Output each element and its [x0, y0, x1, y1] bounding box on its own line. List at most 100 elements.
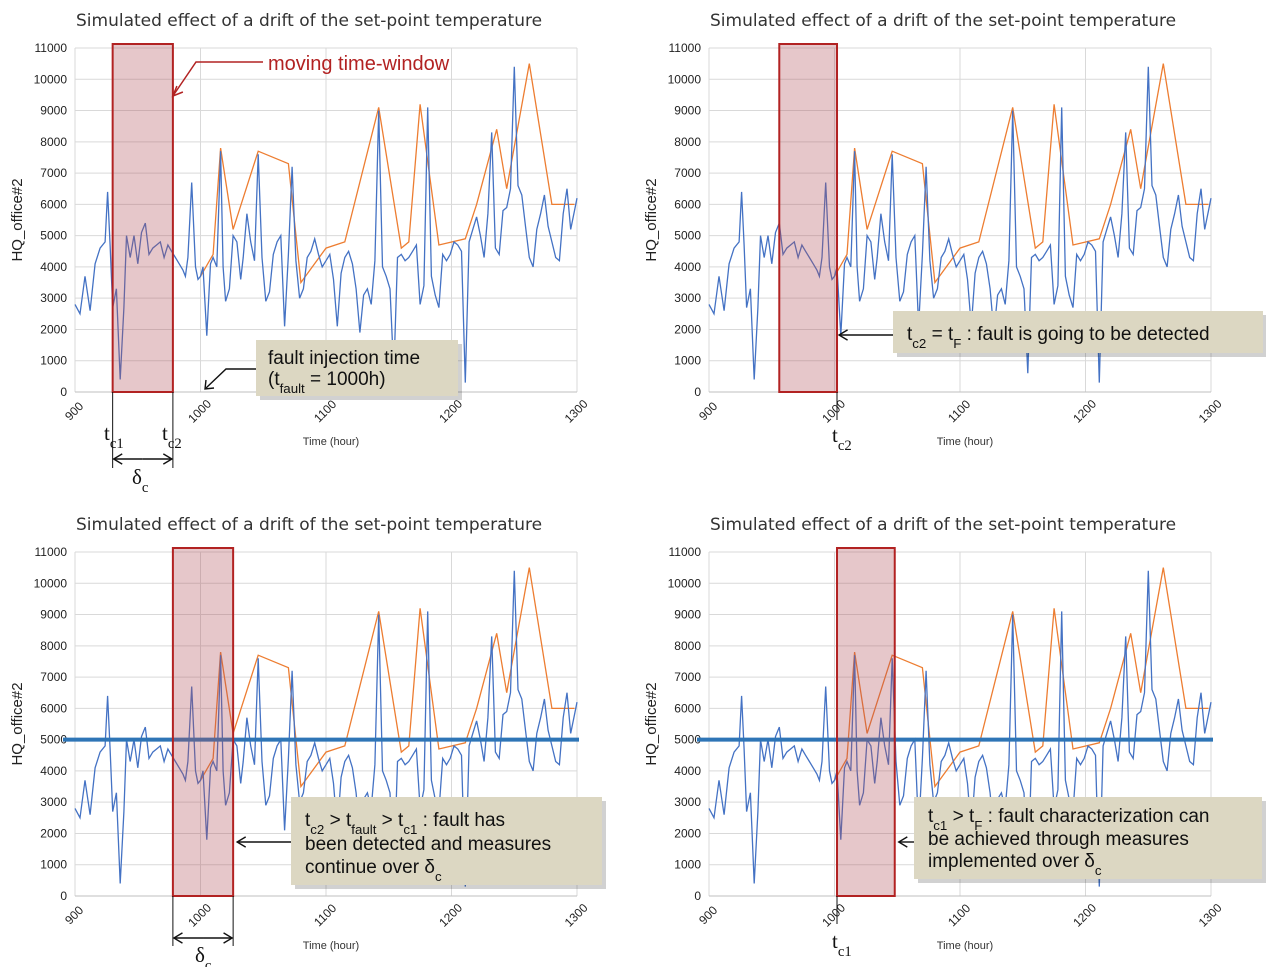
y-tick-label: 1000 [40, 354, 67, 368]
x-tick-label: 1000 [185, 901, 214, 930]
x-tick-label: 1000 [819, 397, 848, 426]
characterization-callout-line2: be achieved through measures [928, 829, 1189, 850]
series-line-faulty [199, 63, 575, 285]
y-tick-label: 10000 [34, 72, 68, 86]
y-tick-label: 4000 [40, 260, 67, 274]
x-tick-label: 1000 [819, 901, 848, 930]
measures-callout-line1: tc2 > tfault > tc1 : fault has [305, 810, 505, 837]
characterization-arrow-head [897, 836, 908, 848]
y-tick-label: 0 [60, 385, 67, 399]
y-tick-label: 5000 [40, 733, 67, 747]
detection-arrow-head [837, 329, 848, 341]
x-tick-label: 1100 [945, 397, 973, 425]
series-line-baseline [74, 66, 578, 383]
y-tick-label: 2000 [40, 322, 67, 336]
series-line-faulty [199, 567, 575, 789]
x-tick-label: 1000 [185, 397, 214, 426]
fault-injection-arrowhead [204, 379, 215, 390]
chart-title: Simulated effect of a drift of the set-p… [710, 515, 1176, 535]
x-tick-label: 900 [62, 903, 86, 927]
chart-title: Simulated effect of a drift of the set-p… [76, 515, 542, 535]
y-tick-label: 10000 [668, 72, 702, 86]
tc1-label: tc1 [832, 929, 852, 960]
y-tick-label: 6000 [40, 701, 67, 715]
measures-arrow-head [235, 836, 247, 848]
y-tick-label: 5000 [674, 229, 701, 243]
x-tick-label: 1100 [945, 901, 973, 929]
y-tick-label: 2000 [674, 826, 701, 840]
delta-arrow-left-head [172, 932, 183, 944]
x-axis-label: Time (hour) [303, 436, 359, 448]
y-axis-label: HQ_office#2 [9, 178, 26, 261]
y-axis-label: HQ_office#2 [643, 178, 660, 261]
y-tick-label: 11000 [35, 545, 68, 559]
characterization-callout-line1: tc1 > tF : fault characterization can [928, 806, 1209, 833]
y-tick-label: 0 [60, 889, 67, 903]
y-tick-label: 6000 [674, 701, 701, 715]
y-axis-label: HQ_office#2 [643, 682, 660, 765]
y-tick-label: 6000 [40, 197, 67, 211]
y-tick-label: 3000 [674, 291, 701, 305]
y-tick-label: 4000 [674, 260, 701, 274]
y-tick-label: 0 [694, 385, 701, 399]
moving-window [111, 43, 174, 393]
tc2-label: tc2 [162, 421, 182, 452]
delta-arrow-right-head [162, 453, 174, 465]
moving-window [778, 43, 839, 393]
x-tick-label: 1200 [436, 397, 465, 426]
y-tick-label: 11000 [35, 41, 68, 55]
y-tick-label: 10000 [668, 576, 702, 590]
chart-panel-2: Simulated effect of a drift of the set-p… [643, 11, 1266, 454]
moving-window-connector [172, 61, 263, 97]
y-tick-label: 9000 [40, 104, 67, 118]
y-tick-label: 1000 [674, 354, 701, 368]
y-tick-label: 8000 [40, 135, 67, 149]
fault-injection-callout [256, 340, 458, 396]
series-line-faulty [833, 63, 1209, 285]
fault-injection-line2: (tfault = 1000h) [268, 369, 386, 396]
y-tick-label: 11000 [669, 545, 702, 559]
y-tick-label: 2000 [674, 322, 701, 336]
tc1-label: tc1 [104, 421, 124, 452]
characterization-callout [914, 797, 1262, 879]
moving-window-arrowhead [171, 85, 184, 98]
y-tick-label: 7000 [674, 166, 701, 180]
measures-callout [291, 797, 602, 885]
y-tick-label: 1000 [40, 858, 67, 872]
y-tick-label: 7000 [674, 670, 701, 684]
y-tick-label: 0 [694, 889, 701, 903]
measures-callout-line3: continue over δc [305, 857, 442, 884]
y-tick-label: 3000 [40, 291, 67, 305]
y-tick-label: 3000 [674, 795, 701, 809]
fault-injection-line1: fault injection time [268, 348, 420, 369]
measures-callout-line2: been detected and measures [305, 834, 551, 855]
x-axis-label: Time (hour) [937, 940, 993, 952]
y-tick-label: 1000 [674, 858, 701, 872]
tc2-label: tc2 [832, 423, 852, 454]
y-tick-label: 6000 [674, 197, 701, 211]
moving-window-label: moving time-window [268, 53, 450, 75]
x-tick-label: 1100 [311, 397, 339, 425]
chart-title: Simulated effect of a drift of the set-p… [710, 11, 1176, 31]
chart-title: Simulated effect of a drift of the set-p… [76, 11, 542, 31]
delta-arrow-left-head [112, 453, 123, 465]
x-axis-label: Time (hour) [303, 940, 359, 952]
y-tick-label: 9000 [674, 104, 701, 118]
x-tick-label: 900 [62, 399, 86, 423]
x-axis-label: Time (hour) [937, 436, 993, 448]
y-tick-label: 8000 [40, 639, 67, 653]
x-tick-label: 1300 [562, 901, 591, 930]
characterization-callout-line3: implemented over δc [928, 851, 1102, 878]
y-tick-label: 5000 [674, 733, 701, 747]
y-tick-label: 7000 [40, 670, 67, 684]
moving-window [171, 547, 235, 897]
x-tick-label: 1200 [1070, 397, 1099, 426]
y-tick-label: 2000 [40, 826, 67, 840]
y-tick-label: 10000 [34, 576, 68, 590]
y-tick-label: 11000 [669, 41, 702, 55]
chart-panel-4: Simulated effect of a drift of the set-p… [643, 515, 1266, 960]
x-tick-label: 1200 [1070, 901, 1099, 930]
y-tick-label: 8000 [674, 639, 701, 653]
series-line-faulty [833, 567, 1209, 789]
